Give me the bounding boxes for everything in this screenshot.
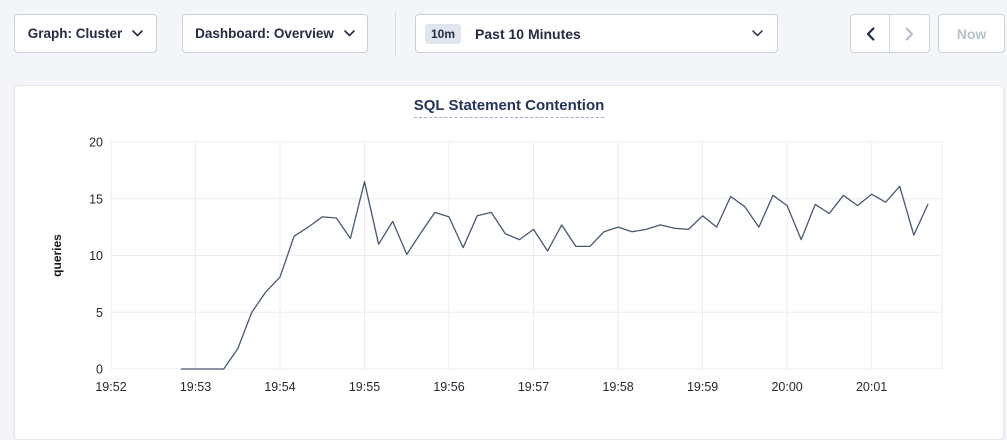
- graph-dropdown[interactable]: Graph: Cluster: [14, 14, 157, 53]
- y-tick-label: 20: [89, 136, 103, 150]
- series-line: [180, 181, 929, 370]
- dashboard-dropdown[interactable]: Dashboard: Overview: [182, 14, 368, 53]
- y-axis-title: queries: [50, 234, 64, 277]
- graph-dropdown-label: Graph: Cluster: [27, 26, 123, 41]
- x-tick-label: 19:54: [264, 380, 295, 394]
- prev-range-button[interactable]: [851, 15, 890, 52]
- chart-title-text: SQL Statement Contention: [413, 97, 605, 118]
- x-tick-label: 20:01: [856, 380, 887, 394]
- chart-title[interactable]: SQL Statement Contention: [15, 97, 1003, 118]
- dashboard-dropdown-label: Dashboard: Overview: [195, 26, 334, 41]
- time-range-badge: 10m: [425, 23, 462, 44]
- y-tick-label: 0: [96, 363, 103, 377]
- time-range-step-buttons: [850, 14, 930, 53]
- time-range-label: Past 10 Minutes: [475, 25, 581, 42]
- toolbar: Graph: Cluster Dashboard: Overview 10m P…: [14, 11, 1005, 56]
- now-button[interactable]: Now: [938, 14, 1005, 53]
- x-tick-label: 19:59: [687, 380, 718, 394]
- now-button-label: Now: [956, 25, 987, 42]
- next-range-button[interactable]: [890, 15, 929, 52]
- y-tick-label: 15: [89, 192, 103, 206]
- toolbar-divider: [395, 11, 396, 56]
- x-tick-label: 19:53: [180, 380, 211, 394]
- x-tick-label: 20:00: [771, 380, 802, 394]
- chevron-down-icon: [132, 30, 144, 37]
- x-tick-label: 19:58: [602, 380, 633, 394]
- x-tick-label: 19:56: [433, 380, 464, 394]
- y-tick-label: 5: [96, 306, 103, 320]
- x-tick-label: 19:57: [518, 380, 549, 394]
- x-tick-label: 19:52: [95, 380, 126, 394]
- y-tick-label: 10: [89, 249, 103, 263]
- chevron-right-icon: [905, 26, 914, 41]
- chevron-left-icon: [866, 26, 875, 41]
- chevron-down-icon: [752, 30, 763, 37]
- line-chart[interactable]: 0 5 10 15 20 19:52 19:53 19:54 19:55 19:56 19:57 19…: [15, 86, 1003, 431]
- chevron-down-icon: [344, 30, 355, 37]
- x-tick-label: 19:55: [349, 380, 380, 394]
- chart-card: SQL Statement Contention 0 5 10 15 20 19:52 19…: [14, 85, 1004, 440]
- time-range-picker[interactable]: 10m Past 10 Minutes: [415, 14, 778, 53]
